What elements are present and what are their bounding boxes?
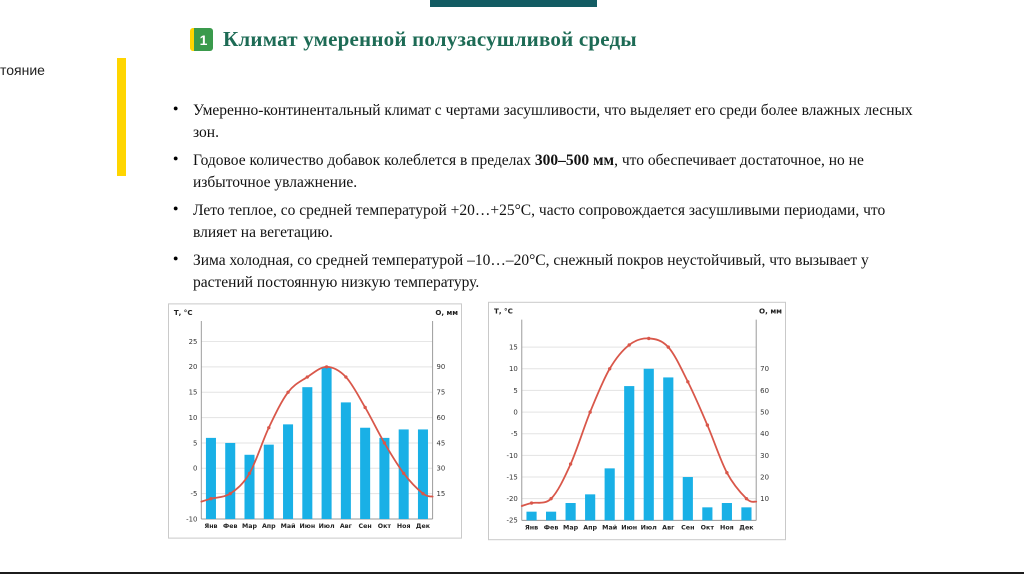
section-number-badge: 1	[190, 28, 213, 51]
svg-text:15: 15	[437, 490, 446, 498]
svg-text:10: 10	[189, 414, 198, 422]
svg-text:75: 75	[437, 389, 446, 397]
svg-text:70: 70	[760, 365, 769, 373]
svg-text:-25: -25	[506, 517, 517, 525]
svg-text:5: 5	[513, 387, 517, 395]
bullet-text-segment: Лето теплое, со средней температурой +20…	[193, 201, 886, 242]
svg-text:О, мм: О, мм	[759, 307, 782, 316]
svg-text:60: 60	[437, 414, 446, 422]
svg-text:30: 30	[437, 465, 446, 473]
bullet-text-segment: Зима холодная, со средней температурой –…	[193, 251, 869, 292]
bullet-text-segment: , что обеспечивает достаточное, но не из…	[193, 151, 864, 192]
bullet-item: Лето теплое, со средней температурой +20…	[172, 200, 922, 245]
svg-text:10: 10	[760, 495, 769, 503]
svg-text:45: 45	[437, 439, 446, 447]
svg-text:5: 5	[193, 439, 197, 447]
svg-text:Июл: Июл	[641, 524, 657, 531]
svg-text:Ноя: Ноя	[720, 524, 734, 531]
svg-text:Сен: Сен	[359, 523, 372, 530]
svg-text:-20: -20	[506, 495, 517, 503]
svg-text:20: 20	[189, 363, 198, 371]
svg-text:Дек: Дек	[416, 523, 431, 530]
svg-text:60: 60	[760, 387, 769, 395]
svg-text:Окт: Окт	[378, 523, 392, 530]
svg-text:0: 0	[513, 408, 517, 416]
svg-text:Т, °С: Т, °С	[174, 308, 193, 317]
svg-text:Сен: Сен	[681, 524, 694, 531]
climograph-right: 15 10 5 0 -5 -10 -15 -20 -25 70 60 50 40 30 20 10 Янв Фев…	[488, 300, 786, 542]
yellow-accent-bar	[117, 58, 126, 176]
svg-text:Ноя: Ноя	[397, 523, 411, 530]
svg-text:Апр: Апр	[583, 524, 597, 531]
svg-text:Май: Май	[602, 523, 617, 531]
svg-text:90: 90	[437, 363, 446, 371]
svg-text:Июл: Июл	[319, 523, 335, 530]
svg-text:-5: -5	[191, 490, 198, 498]
svg-text:Фев: Фев	[544, 524, 559, 531]
top-accent-bar	[430, 0, 597, 7]
svg-text:Фев: Фев	[223, 523, 237, 530]
bullet-item: Годовое количество добавок колеблется в …	[172, 150, 922, 195]
bullet-text-segment: Умеренно-континентальный климат с чертам…	[193, 102, 913, 142]
svg-text:Июн: Июн	[299, 523, 315, 530]
svg-text:Май: Май	[281, 522, 296, 530]
svg-text:Окт: Окт	[701, 524, 715, 531]
svg-text:О, мм: О, мм	[435, 308, 458, 317]
svg-text:Апр: Апр	[262, 523, 276, 530]
svg-text:-15: -15	[506, 473, 517, 481]
charts-row: 25 20 15 10 5 0 -5 -10 90 75 60 45 30 15 Янв Фев Мар Апр М…	[168, 300, 786, 542]
svg-text:15: 15	[189, 389, 198, 397]
svg-text:50: 50	[760, 408, 769, 416]
svg-text:Т, °С: Т, °С	[494, 307, 513, 316]
svg-text:0: 0	[193, 465, 197, 473]
svg-text:Янв: Янв	[204, 523, 217, 530]
left-edge-cropped-text: тояние	[0, 62, 45, 78]
bullet-list: Умеренно-континентальный климат с чертам…	[172, 100, 922, 300]
bullet-text-segment: 300–500 мм	[534, 151, 615, 169]
svg-text:25: 25	[189, 338, 198, 346]
slide-title: Климат умеренной полузасушливой среды	[223, 27, 637, 51]
svg-text:10: 10	[509, 365, 518, 373]
svg-text:Авг: Авг	[340, 523, 353, 530]
svg-text:Мар: Мар	[242, 523, 257, 530]
svg-text:Июн: Июн	[621, 524, 637, 531]
svg-text:Янв: Янв	[525, 524, 538, 531]
bullet-text-segment: Годовое количество добавок колеблется в …	[193, 151, 535, 169]
climograph-left-svg: 25 20 15 10 5 0 -5 -10 90 75 60 45 30 15 Янв Фев Мар Апр М…	[168, 303, 462, 539]
svg-text:20: 20	[760, 473, 769, 481]
bullet-item: Зима холодная, со средней температурой –…	[172, 250, 922, 295]
bullet-item: Умеренно-континентальный климат с чертам…	[172, 100, 922, 145]
svg-text:30: 30	[760, 452, 769, 460]
svg-text:Дек: Дек	[739, 524, 754, 531]
svg-text:-5: -5	[511, 430, 518, 438]
slide-header: 1 Климат умеренной полузасушливой среды	[190, 27, 637, 52]
svg-text:-10: -10	[506, 452, 517, 460]
svg-text:Мар: Мар	[563, 524, 579, 531]
svg-text:-10: -10	[186, 515, 197, 523]
svg-text:15: 15	[509, 343, 518, 351]
svg-text:40: 40	[760, 430, 769, 438]
climograph-left: 25 20 15 10 5 0 -5 -10 90 75 60 45 30 15 Янв Фев Мар Апр М…	[168, 300, 462, 542]
svg-text:Авг: Авг	[662, 524, 675, 531]
